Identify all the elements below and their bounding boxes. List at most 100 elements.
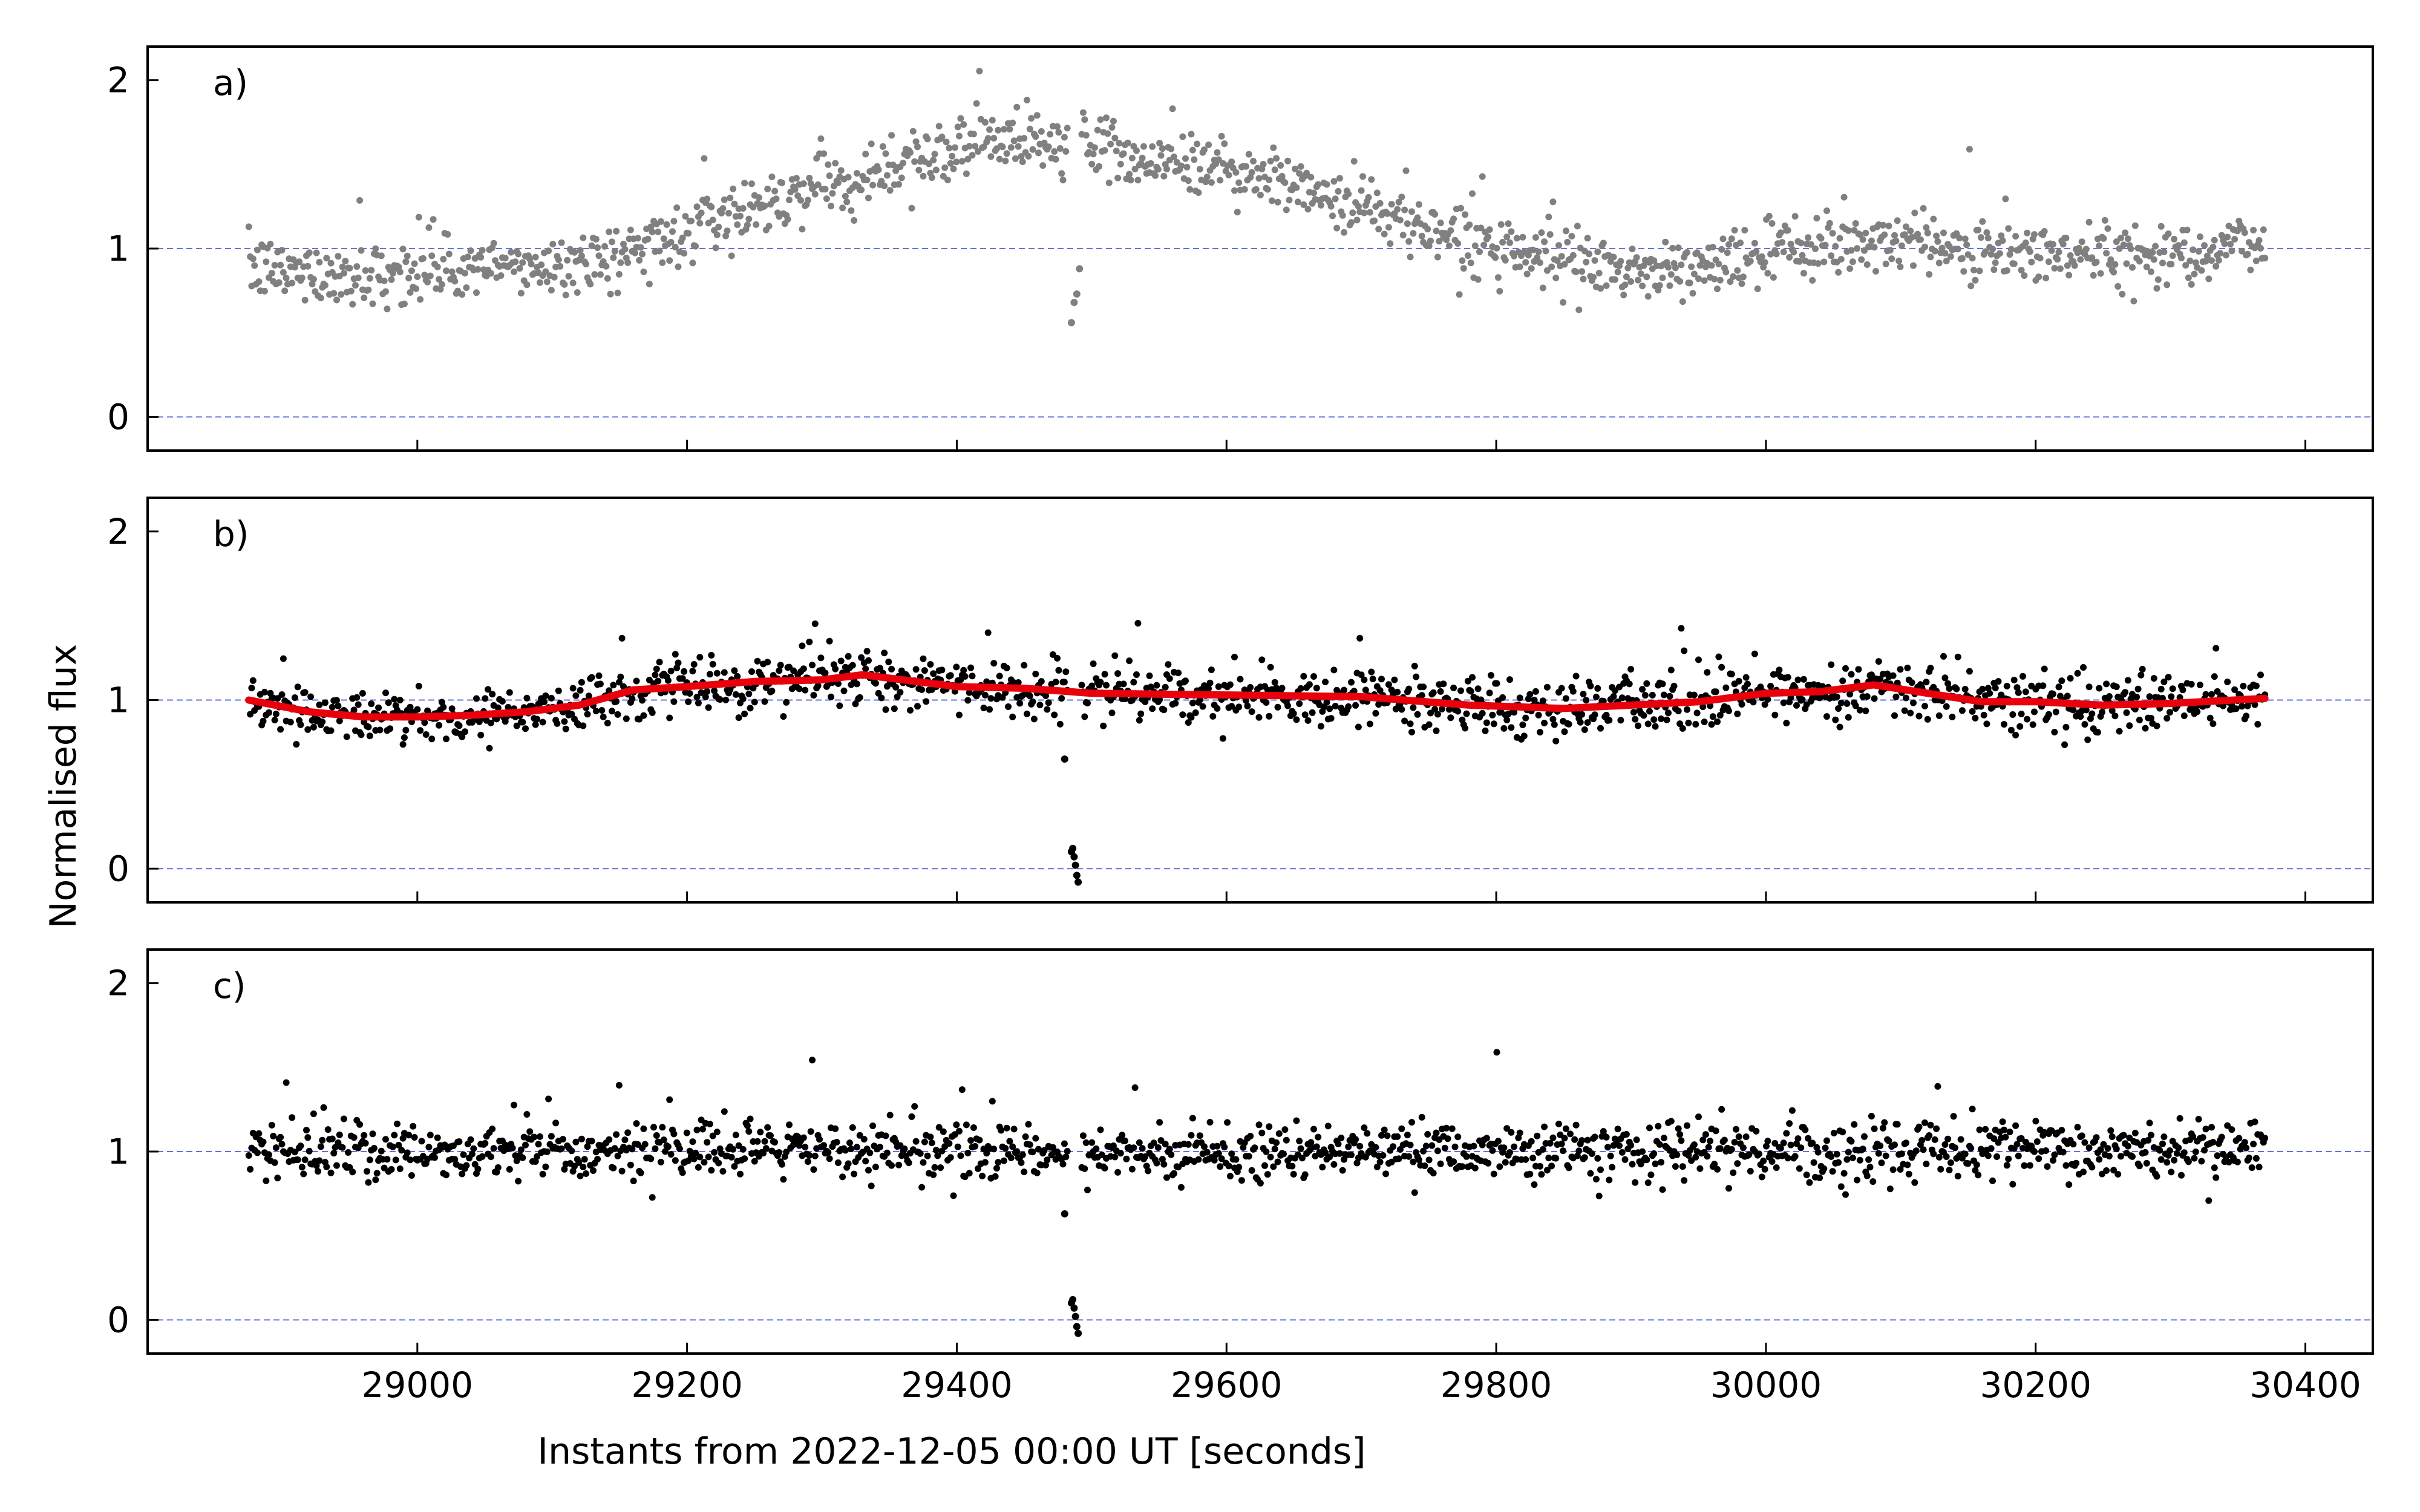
data-point xyxy=(845,653,852,660)
data-point xyxy=(669,228,676,235)
data-point xyxy=(417,727,424,734)
data-point xyxy=(627,226,634,233)
data-point xyxy=(764,1124,771,1131)
data-point xyxy=(2120,241,2127,249)
data-point xyxy=(1051,148,1058,155)
data-point xyxy=(1662,238,1669,246)
data-point xyxy=(2180,1149,2188,1156)
data-point xyxy=(1578,711,1586,718)
data-point xyxy=(2137,671,2145,679)
data-point xyxy=(1003,150,1010,157)
data-point xyxy=(1809,1139,1816,1147)
data-point xyxy=(327,727,335,734)
data-point xyxy=(515,1178,522,1185)
data-point xyxy=(741,710,748,717)
data-point xyxy=(1313,1143,1320,1150)
data-point xyxy=(1592,1176,1600,1183)
data-point xyxy=(1410,704,1417,711)
data-point xyxy=(1718,1106,1725,1113)
data-point xyxy=(666,257,673,264)
data-point xyxy=(1678,625,1685,632)
data-point xyxy=(1116,140,1123,147)
data-point xyxy=(1897,1166,1904,1173)
data-point xyxy=(1614,269,1621,276)
data-point xyxy=(1454,240,1462,247)
data-point xyxy=(1111,134,1119,142)
data-point xyxy=(1289,1162,1296,1170)
data-point xyxy=(1947,1159,1954,1166)
data-point xyxy=(682,213,689,220)
data-point xyxy=(2074,1124,2081,1131)
data-point xyxy=(2064,262,2071,269)
data-point xyxy=(1110,1142,1117,1149)
data-point xyxy=(2222,252,2229,259)
data-point xyxy=(664,677,672,684)
data-point xyxy=(1561,728,1568,735)
data-point xyxy=(1336,1150,1343,1157)
data-point xyxy=(1243,697,1250,704)
data-point xyxy=(1307,174,1315,181)
data-point xyxy=(1771,711,1779,719)
data-point xyxy=(834,179,842,186)
data-point xyxy=(2013,1141,2021,1148)
data-point xyxy=(1730,1169,1737,1176)
data-point xyxy=(1258,656,1266,663)
data-point xyxy=(249,677,257,684)
data-point xyxy=(1898,242,1905,249)
data-point xyxy=(1119,1132,1126,1139)
data-point xyxy=(826,1155,833,1162)
data-point xyxy=(1572,1121,1580,1129)
data-point xyxy=(1450,215,1457,223)
data-point xyxy=(2051,729,2058,735)
data-point xyxy=(1684,249,1690,256)
data-point xyxy=(1182,677,1189,685)
data-point xyxy=(396,1165,404,1172)
data-point xyxy=(1131,1084,1139,1091)
data-point xyxy=(1188,131,1195,138)
data-point xyxy=(1823,207,1830,214)
data-point xyxy=(987,153,995,160)
data-point xyxy=(2028,258,2035,266)
data-point xyxy=(1647,1171,1655,1178)
data-point xyxy=(1618,1149,1626,1156)
data-point xyxy=(1796,1165,1803,1172)
data-point xyxy=(1727,278,1734,285)
data-point xyxy=(1382,1170,1390,1178)
data-point xyxy=(1352,1136,1359,1143)
data-point xyxy=(584,1143,591,1150)
data-point xyxy=(1944,680,1952,687)
data-point xyxy=(419,255,427,262)
data-point xyxy=(1044,1156,1051,1164)
data-point xyxy=(828,203,834,210)
data-point xyxy=(1575,1147,1583,1155)
data-point xyxy=(817,654,825,662)
data-point xyxy=(2131,222,2139,229)
data-point xyxy=(1069,844,1077,852)
data-point xyxy=(2096,685,2103,692)
data-point xyxy=(611,248,618,255)
data-point xyxy=(1503,1125,1511,1132)
data-point xyxy=(1490,1170,1497,1178)
data-point xyxy=(1293,716,1300,723)
data-point xyxy=(2221,240,2228,247)
data-point xyxy=(1999,237,2006,244)
data-point xyxy=(1699,703,1707,711)
data-point xyxy=(1201,1143,1208,1150)
data-point xyxy=(1892,693,1900,700)
data-point xyxy=(382,288,389,295)
data-point xyxy=(1528,265,1535,272)
data-point xyxy=(1489,1147,1496,1154)
data-point xyxy=(1738,701,1745,708)
data-point xyxy=(1296,170,1303,177)
data-point xyxy=(2189,246,2197,253)
data-point xyxy=(497,272,505,279)
data-point xyxy=(1411,662,1418,670)
data-point xyxy=(1897,666,1904,673)
data-point xyxy=(1052,679,1059,686)
data-point xyxy=(1924,229,1931,236)
data-point xyxy=(1398,1125,1405,1132)
data-point xyxy=(1071,1312,1079,1320)
data-point xyxy=(764,659,771,666)
data-point xyxy=(2228,247,2235,255)
data-point xyxy=(2033,1138,2041,1145)
